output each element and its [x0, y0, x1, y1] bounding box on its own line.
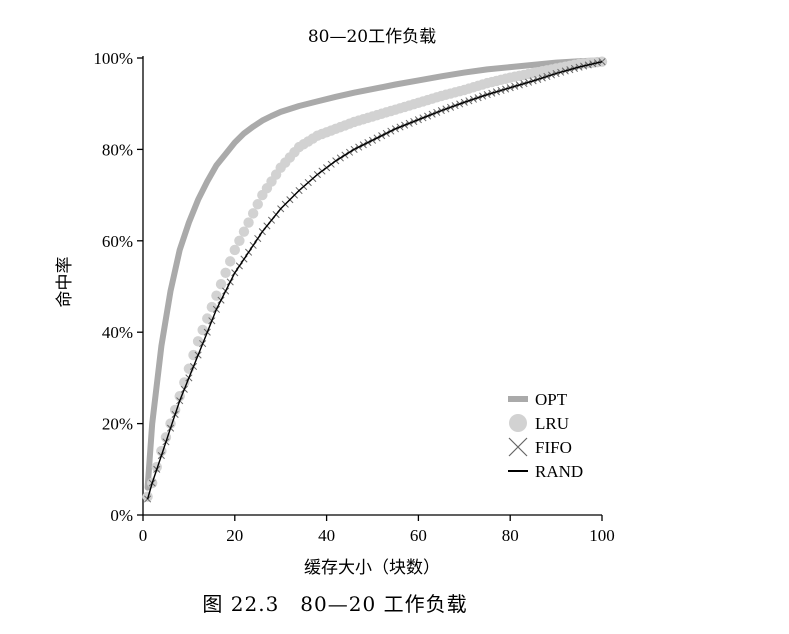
lru-point [229, 244, 240, 256]
fifo-point [144, 495, 152, 503]
fifo-point [598, 58, 606, 66]
lru-point [234, 235, 245, 246]
x-tick-label: 80 [502, 526, 519, 545]
lru-point [206, 301, 218, 313]
x-axis-title: 缓存大小（块数） [304, 558, 440, 578]
axes: 0% 20% 40% 60% 80% 100% 0 20 40 60 80 100 [93, 49, 614, 545]
chart-title: 80—20工作负载 [308, 27, 436, 47]
legend-key-lru [509, 414, 527, 432]
y-tick-label: 0% [110, 506, 133, 525]
lru-point [215, 279, 227, 290]
y-tick-label: 60% [102, 232, 133, 251]
hit-rate-chart: 80—20工作负载 命中率 缓存大小（块数） 0% 20% 40% 60% 80% 100… [55, 27, 615, 578]
y-tick-label: 100% [93, 49, 133, 68]
legend-label: LRU [535, 414, 569, 433]
legend-label: FIFO [535, 438, 572, 457]
y-tick-label: 20% [102, 415, 133, 434]
lru-point [238, 226, 250, 237]
lru-point [220, 267, 231, 278]
figure-caption: 图 22.3 80—20 工作负载 [202, 592, 468, 616]
x-tick-label: 100 [589, 526, 615, 545]
x-tick-label: 0 [139, 526, 148, 545]
series-lru [142, 56, 608, 502]
legend: OPT LRU FIFO RAND [508, 390, 583, 481]
lru-point [225, 256, 236, 267]
series-opt-line [144, 57, 605, 491]
lru-point [192, 336, 204, 347]
lru-point [151, 461, 162, 473]
y-tick-label: 80% [102, 140, 133, 159]
series-fifo [144, 58, 606, 503]
plot-area [142, 56, 608, 503]
legend-key-fifo [508, 437, 528, 457]
y-axis-title-group: 命中率 [55, 257, 75, 308]
lru-point [197, 324, 208, 336]
lru-point [243, 217, 254, 228]
x-tick-label: 40 [318, 526, 335, 545]
y-tick-label: 40% [102, 323, 133, 342]
lru-point [252, 199, 263, 210]
x-tick-label: 60 [410, 526, 427, 545]
lru-point [202, 313, 213, 324]
legend-label: OPT [535, 390, 568, 409]
y-axis-title: 命中率 [55, 257, 75, 308]
legend-label: RAND [535, 462, 583, 481]
series-rand-line [146, 61, 603, 500]
lru-point [247, 208, 259, 219]
x-tick-label: 20 [226, 526, 243, 545]
